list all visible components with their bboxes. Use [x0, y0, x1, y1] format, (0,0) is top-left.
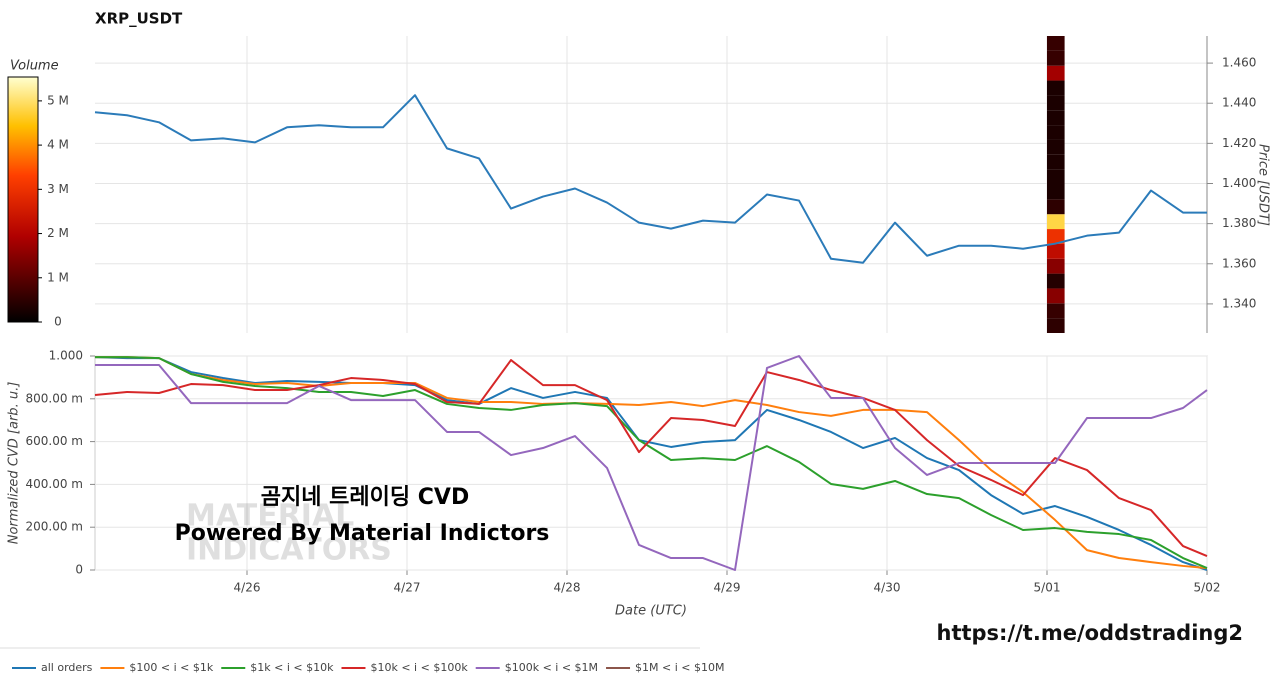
volume-cell — [1047, 273, 1065, 289]
x-tick-label: 4/30 — [874, 581, 901, 595]
y-tick-label: 1.340 — [1222, 296, 1256, 310]
y-tick-label: 200.00 m — [26, 520, 84, 534]
volume-cell — [1047, 169, 1065, 185]
volume-cell — [1047, 318, 1065, 333]
legend-label: $1k < i < $10k — [250, 661, 334, 674]
colorbar-tick-label: 5 M — [47, 93, 69, 107]
legend-label: all orders — [41, 661, 93, 674]
y-tick-label: 1.420 — [1222, 136, 1256, 150]
x-tick-label: 5/02 — [1194, 581, 1221, 595]
x-tick-label: 4/27 — [394, 581, 421, 595]
volume-cell — [1047, 229, 1065, 244]
volume-cell — [1047, 139, 1065, 155]
y-tick-label: 0 — [75, 563, 83, 577]
y-tick-label: 1.460 — [1222, 56, 1256, 70]
colorbar-tick-label: 3 M — [47, 182, 69, 196]
x-tick-label: 4/29 — [714, 581, 741, 595]
annotation: Powered By Material Indictors — [175, 521, 550, 546]
y-tick-label: 1.380 — [1222, 216, 1256, 230]
volume-cell — [1047, 154, 1065, 170]
series-line — [95, 356, 1208, 569]
volume-cell — [1047, 95, 1065, 111]
volume-cell — [1047, 125, 1065, 140]
volume-cell — [1047, 50, 1065, 66]
y-tick-label: 600.00 m — [26, 434, 84, 448]
annotation: MATERIAL — [186, 499, 354, 534]
colorbar-tick-label: 4 M — [47, 138, 69, 152]
chart-title: XRP_USDT — [95, 10, 183, 28]
colorbar-tick-label: 2 M — [47, 226, 69, 240]
series-line — [95, 356, 1208, 570]
volume-cell — [1047, 110, 1065, 126]
y-tick-label: 800.00 m — [26, 391, 84, 405]
volume-cell — [1047, 303, 1065, 319]
legend-label: $100k < i < $1M — [505, 661, 598, 674]
plot-area — [95, 36, 1207, 333]
series-line — [94, 94, 1207, 264]
legend-label: $100 < i < $1k — [129, 661, 213, 674]
y-tick-label: 1.000 — [49, 349, 83, 363]
volume-cell — [1047, 184, 1065, 200]
annotation: INDICATORS — [186, 533, 392, 568]
y-tick-label: 1.360 — [1222, 256, 1256, 270]
colorbar — [7, 76, 39, 323]
series-line — [94, 356, 1208, 571]
volume-cell — [1047, 243, 1065, 259]
volume-cell — [1047, 258, 1065, 274]
volume-cell — [1047, 199, 1065, 215]
x-axis-label: Date (UTC) — [615, 604, 687, 619]
x-tick-label: 4/28 — [554, 581, 581, 595]
colorbar-tick-label: 1 M — [47, 270, 69, 284]
footer-link: https://t.me/oddstrading2 — [937, 621, 1244, 645]
volume-cell — [1047, 65, 1065, 81]
x-tick-label: 4/26 — [234, 581, 261, 595]
colorbar-tick-label: 0 — [54, 315, 62, 329]
volume-cell — [1047, 214, 1065, 230]
legend-label: $10k < i < $100k — [370, 661, 468, 674]
series-line — [94, 359, 1208, 558]
annotation: 곰지네 트레이딩 CVD — [261, 485, 469, 510]
y-axis-label: Price [USDT] — [1256, 144, 1271, 226]
volume-cell — [1047, 288, 1065, 304]
legend-label: $1M < i < $10M — [635, 661, 724, 674]
x-tick-label: 5/01 — [1034, 581, 1061, 595]
colorbar-label: Volume — [10, 59, 59, 74]
series-line — [95, 355, 1208, 571]
y-tick-label: 400.00 m — [26, 477, 84, 491]
y-tick-label: 1.400 — [1222, 176, 1256, 190]
y-axis-label: Normalized CVD [arb. u.] — [7, 382, 22, 545]
y-tick-label: 1.440 — [1222, 96, 1256, 110]
volume-cell — [1047, 80, 1065, 96]
volume-cell — [1047, 36, 1065, 51]
